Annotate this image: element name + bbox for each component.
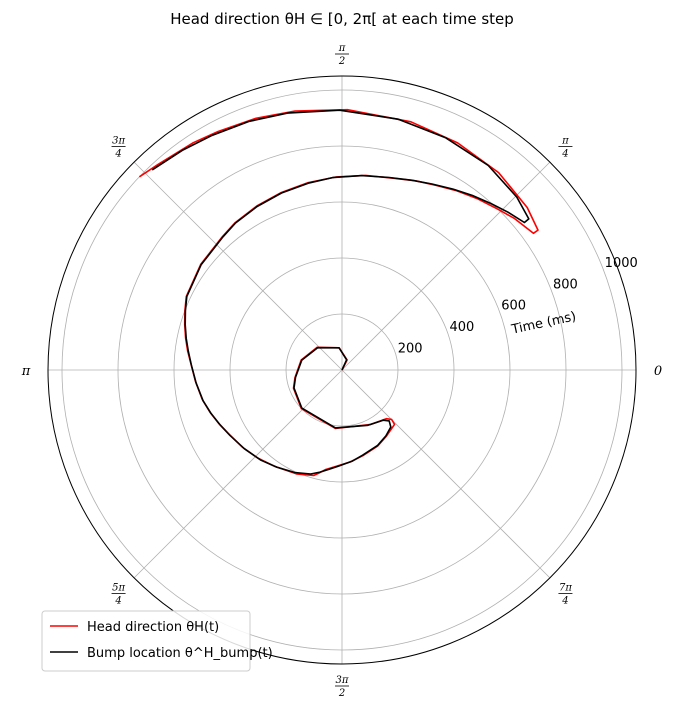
angular-tick-label: 0: [654, 364, 662, 379]
radial-tick-label: 200: [398, 342, 423, 357]
angular-tick-denominator: 2: [338, 688, 345, 699]
angular-tick-numerator: π: [561, 136, 569, 147]
polar-frame: [47, 75, 637, 665]
angular-tick-numerator: 3π: [336, 675, 349, 686]
angular-tick-denominator: 4: [561, 595, 568, 606]
angular-tick-label: 7π4: [558, 582, 573, 606]
radial-tick-label: 400: [449, 320, 474, 335]
angular-tick-numerator: π: [338, 43, 346, 54]
radial-tick-label: 1000: [605, 256, 638, 271]
angular-grid-spoke: [133, 369, 343, 579]
angular-tick-numerator: 3π: [112, 136, 125, 147]
legend-frame: [41, 610, 251, 672]
polar-grid: [47, 75, 637, 665]
legend: Head direction θH(t) Bump location θ^H_b…: [41, 610, 273, 672]
angular-tick-denominator: 4: [561, 149, 568, 160]
radial-tick-label: 600: [501, 299, 526, 314]
angular-tick-label: π2: [335, 43, 350, 67]
angular-grid-spoke: [341, 161, 551, 371]
angular-tick-label: 3π2: [335, 675, 349, 699]
series-bump-location-line: [151, 109, 530, 475]
angular-tick-value: π: [21, 364, 31, 379]
angular-tick-label: 5π4: [111, 582, 126, 606]
angular-tick-label: π: [21, 364, 31, 379]
data-series: [138, 108, 539, 477]
angular-grid-spoke: [133, 161, 343, 371]
angular-tick-denominator: 2: [338, 56, 345, 67]
legend-entry-head-direction: Head direction θH(t): [87, 620, 219, 635]
series-head-direction-line: [138, 108, 539, 477]
angular-tick-denominator: 4: [114, 149, 121, 160]
angular-tick-numerator: 7π: [559, 582, 572, 593]
angular-grid-spoke: [341, 369, 551, 579]
angular-tick-label: 3π4: [111, 136, 126, 160]
angular-tick-value: 0: [654, 364, 662, 379]
angular-tick-numerator: 5π: [112, 582, 125, 593]
chart-title: Head direction θH ∈ [0, 2π[ at each time…: [170, 10, 514, 28]
angular-tick-denominator: 4: [114, 595, 121, 606]
angular-tick-label: π4: [558, 136, 573, 160]
radial-tick-label: 800: [553, 277, 578, 292]
radial-tick-labels: 200 400 600 800 1000: [398, 256, 638, 357]
legend-entry-bump-location: Bump location θ^H_bump(t): [87, 646, 273, 661]
